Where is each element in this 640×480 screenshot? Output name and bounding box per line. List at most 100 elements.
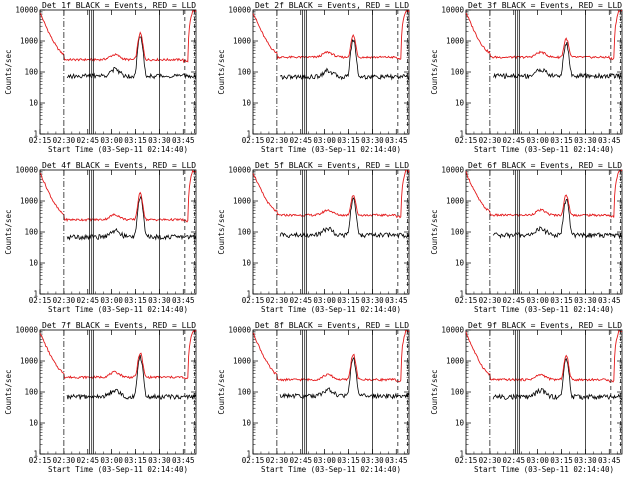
- x-tick-label: 02:15: [29, 136, 52, 145]
- x-tick-label: 03:30: [361, 136, 384, 145]
- y-tick-label: 10: [455, 99, 465, 108]
- x-tick-label: 02:45: [76, 456, 99, 465]
- x-tick-label: 02:45: [76, 296, 99, 305]
- x-tick-label: 02:45: [289, 296, 312, 305]
- y-tick-label: 10: [242, 99, 252, 108]
- y-tick-label: 1000: [20, 357, 39, 366]
- chart-title: Det 2f BLACK = Events, RED = LLD: [255, 1, 409, 10]
- x-tick-label: 03:00: [100, 136, 123, 145]
- x-tick-label: 02:15: [242, 136, 265, 145]
- x-tick-label: 03:30: [361, 456, 384, 465]
- y-tick-label: 10000: [15, 6, 38, 15]
- y-tick-label: 100: [450, 388, 464, 397]
- y-tick-label: 1: [246, 450, 251, 459]
- x-tick-label: 03:30: [574, 136, 597, 145]
- y-tick-label: 10000: [441, 6, 464, 15]
- x-tick-label: 03:45: [172, 136, 195, 145]
- x-tick-label: 03:30: [148, 456, 171, 465]
- chart-title: Det 7f BLACK = Events, RED = LLD: [42, 321, 196, 330]
- y-axis-label: Counts/sec: [217, 209, 226, 254]
- x-tick-label: 02:15: [29, 456, 52, 465]
- x-tick-label: 03:00: [313, 456, 336, 465]
- y-tick-label: 100: [237, 228, 251, 237]
- x-tick-label: 02:30: [479, 456, 502, 465]
- x-tick-label: 02:45: [502, 456, 525, 465]
- chart-panel-2: Det 2f BLACK = Events, RED = LLD 1 10 100 10…: [217, 1, 410, 154]
- x-tick-label: 02:30: [479, 136, 502, 145]
- y-tick-label: 10: [242, 259, 252, 268]
- y-tick-label: 10000: [15, 166, 38, 175]
- x-tick-label: 03:00: [313, 136, 336, 145]
- y-tick-label: 1: [33, 290, 38, 299]
- plot-frame: [465, 169, 623, 295]
- events-series-line: [492, 41, 623, 80]
- y-tick-label: 100: [237, 68, 251, 77]
- x-axis-label: Start Time (03-Sep-11 02:14:40): [48, 305, 188, 314]
- y-tick-label: 10000: [228, 166, 251, 175]
- x-tick-label: 02:30: [479, 296, 502, 305]
- chart-title: Det 9f BLACK = Events, RED = LLD: [468, 321, 622, 330]
- x-tick-label: 03:30: [148, 296, 171, 305]
- x-tick-label: 02:45: [502, 136, 525, 145]
- x-tick-label: 03:00: [313, 296, 336, 305]
- x-tick-label: 03:15: [550, 296, 573, 305]
- chart-panel-1: Det 1f BLACK = Events, RED = LLD 1 10 100 10…: [4, 1, 197, 154]
- lld-series-line: [39, 169, 197, 223]
- y-tick-label: 1: [459, 290, 464, 299]
- lld-series-line: [465, 169, 623, 218]
- y-axis-label: Counts/sec: [4, 209, 13, 254]
- y-tick-label: 100: [237, 388, 251, 397]
- x-tick-label: 02:45: [289, 456, 312, 465]
- y-tick-label: 10: [455, 259, 465, 268]
- chart-title: Det 5f BLACK = Events, RED = LLD: [255, 161, 409, 170]
- lld-series-line: [465, 330, 623, 383]
- x-tick-label: 02:45: [502, 296, 525, 305]
- y-tick-label: 10: [29, 99, 39, 108]
- y-tick-label: 10: [29, 259, 39, 268]
- events-series-line: [279, 356, 410, 400]
- x-tick-label: 03:45: [172, 296, 195, 305]
- y-axis-label: Counts/sec: [430, 49, 439, 94]
- chart-panel-9: Det 9f BLACK = Events, RED = LLD 1 10 100 10…: [430, 321, 623, 474]
- x-tick-label: 03:45: [598, 456, 621, 465]
- chart-panel-6: Det 6f BLACK = Events, RED = LLD 1 10 100 10…: [430, 161, 623, 314]
- y-axis-label: Counts/sec: [217, 369, 226, 414]
- lld-series-line: [39, 10, 197, 64]
- y-axis-label: Counts/sec: [430, 209, 439, 254]
- y-tick-label: 10: [455, 419, 465, 428]
- y-tick-label: 10: [29, 419, 39, 428]
- x-tick-label: 03:15: [337, 296, 360, 305]
- x-tick-label: 03:45: [598, 296, 621, 305]
- x-tick-label: 02:30: [266, 136, 289, 145]
- chart-title: Det 3f BLACK = Events, RED = LLD: [468, 1, 622, 10]
- y-tick-label: 100: [24, 228, 38, 237]
- lld-series-line: [39, 330, 197, 380]
- events-series-line: [66, 195, 197, 241]
- x-tick-label: 03:15: [337, 136, 360, 145]
- x-tick-label: 03:30: [361, 296, 384, 305]
- y-tick-label: 1000: [233, 197, 252, 206]
- y-tick-label: 1000: [446, 37, 465, 46]
- x-axis-label: Start Time (03-Sep-11 02:14:40): [261, 305, 401, 314]
- x-tick-label: 02:15: [455, 456, 478, 465]
- x-axis-label: Start Time (03-Sep-11 02:14:40): [48, 145, 188, 154]
- x-axis-label: Start Time (03-Sep-11 02:14:40): [48, 465, 188, 474]
- chart-panel-3: Det 3f BLACK = Events, RED = LLD 1 10 100 10…: [430, 1, 623, 154]
- x-axis-label: Start Time (03-Sep-11 02:14:40): [261, 465, 401, 474]
- y-tick-label: 1: [33, 450, 38, 459]
- x-tick-label: 02:30: [266, 456, 289, 465]
- y-tick-label: 10000: [228, 6, 251, 15]
- x-tick-label: 03:45: [598, 136, 621, 145]
- y-tick-label: 10000: [15, 326, 38, 335]
- y-axis-label: Counts/sec: [4, 369, 13, 414]
- chart-panel-4: Det 4f BLACK = Events, RED = LLD 1 10 100 10…: [4, 161, 197, 314]
- y-tick-label: 1: [33, 130, 38, 139]
- y-tick-label: 10: [242, 419, 252, 428]
- plot-frame: [39, 9, 197, 135]
- y-tick-label: 10000: [441, 326, 464, 335]
- y-tick-label: 10000: [228, 326, 251, 335]
- chart-panel-5: Det 5f BLACK = Events, RED = LLD 1 10 100 10…: [217, 161, 410, 314]
- x-tick-label: 03:15: [550, 136, 573, 145]
- x-tick-label: 03:30: [148, 136, 171, 145]
